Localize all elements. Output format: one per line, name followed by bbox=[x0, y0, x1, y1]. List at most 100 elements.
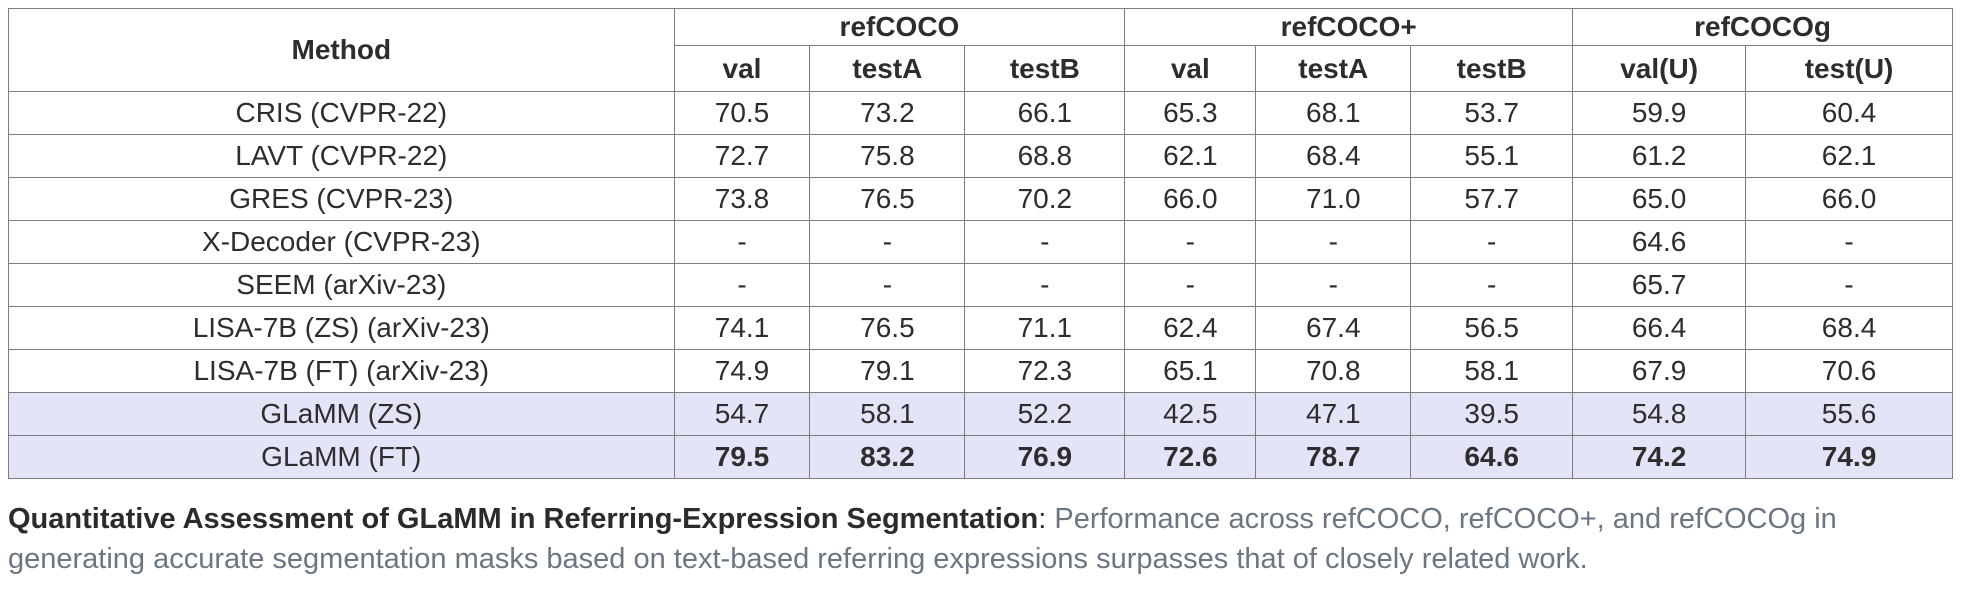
value-cell: 72.7 bbox=[673, 134, 811, 178]
caption-body: Performance across refCOCO, refCOCO+, an… bbox=[8, 503, 1837, 576]
value-cell: - bbox=[1410, 263, 1574, 307]
table-row: GLaMM (ZS) 54.7 58.1 52.2 42.5 47.1 39.5 54.8 55… bbox=[8, 392, 1953, 436]
value-cell: - bbox=[673, 220, 811, 264]
method-cell: GRES (CVPR-23) bbox=[8, 177, 675, 221]
value-cell: 66.0 bbox=[1124, 177, 1257, 221]
value-cell: 61.2 bbox=[1572, 134, 1747, 178]
table-row: GLaMM (FT) 79.5 83.2 76.9 72.6 78.7 64.6 74.2 74… bbox=[8, 435, 1953, 479]
method-cell: LISA-7B (FT) (arXiv-23) bbox=[8, 349, 675, 393]
value-cell: 79.5 bbox=[673, 435, 811, 479]
value-cell: 53.7 bbox=[1410, 91, 1574, 135]
table-row: X-Decoder (CVPR-23) - - - - - -64.6- bbox=[8, 220, 1953, 264]
column-header-method: Method bbox=[8, 8, 675, 92]
value-cell: 72.3 bbox=[964, 349, 1126, 393]
value-cell: 64.6 bbox=[1572, 220, 1747, 264]
value-cell: 65.7 bbox=[1572, 263, 1747, 307]
value-cell: 66.4 bbox=[1572, 306, 1747, 350]
value-cell: 74.2 bbox=[1572, 435, 1747, 479]
table-caption: Quantitative Assessment of GLaMM in Refe… bbox=[8, 499, 1953, 579]
value-cell: 65.3 bbox=[1124, 91, 1257, 135]
column-group-refcoco: refCOCO bbox=[673, 8, 1126, 46]
value-cell: 65.0 bbox=[1572, 177, 1747, 221]
value-cell: 74.1 bbox=[673, 306, 811, 350]
value-cell: 39.5 bbox=[1410, 392, 1574, 436]
value-cell: - bbox=[1124, 220, 1257, 264]
value-cell: 59.9 bbox=[1572, 91, 1747, 135]
value-cell: 70.2 bbox=[964, 177, 1126, 221]
method-cell: GLaMM (ZS) bbox=[8, 392, 675, 436]
table-header: Method refCOCO refCOCO+ refCOCOg val tes… bbox=[8, 8, 1953, 92]
value-cell: 74.9 bbox=[673, 349, 811, 393]
value-cell: 66.1 bbox=[964, 91, 1126, 135]
value-cell: 67.4 bbox=[1255, 306, 1412, 350]
value-cell: 70.6 bbox=[1745, 349, 1953, 393]
value-cell: 76.5 bbox=[809, 177, 966, 221]
value-cell: 67.9 bbox=[1572, 349, 1747, 393]
column-header-refcoco-testb: testB bbox=[964, 45, 1126, 92]
value-cell: 58.1 bbox=[809, 392, 966, 436]
caption-title: Quantitative Assessment of GLaMM in Refe… bbox=[8, 503, 1039, 535]
value-cell: 62.4 bbox=[1124, 306, 1257, 350]
value-cell: - bbox=[809, 263, 966, 307]
value-cell: 47.1 bbox=[1255, 392, 1412, 436]
value-cell: 78.7 bbox=[1255, 435, 1412, 479]
column-header-refcoco-plus-testa: testA bbox=[1255, 45, 1412, 92]
value-cell: 70.5 bbox=[673, 91, 811, 135]
column-group-refcocog: refCOCOg bbox=[1572, 8, 1953, 46]
value-cell: 73.2 bbox=[809, 91, 966, 135]
table-row: LISA-7B (FT) (arXiv-23) 74.9 79.1 72.3 65.1 7… bbox=[8, 349, 1953, 393]
value-cell: 52.2 bbox=[964, 392, 1126, 436]
value-cell: 71.0 bbox=[1255, 177, 1412, 221]
value-cell: 55.1 bbox=[1410, 134, 1574, 178]
results-table: Method refCOCO refCOCO+ refCOCOg val tes… bbox=[8, 8, 1953, 479]
value-cell: - bbox=[673, 263, 811, 307]
column-header-refcoco-plus-testb: testB bbox=[1410, 45, 1574, 92]
column-header-refcoco-testa: testA bbox=[809, 45, 966, 92]
value-cell: 62.1 bbox=[1124, 134, 1257, 178]
value-cell: - bbox=[809, 220, 966, 264]
value-cell: 60.4 bbox=[1745, 91, 1953, 135]
value-cell: 70.8 bbox=[1255, 349, 1412, 393]
value-cell: 68.1 bbox=[1255, 91, 1412, 135]
value-cell: 68.4 bbox=[1255, 134, 1412, 178]
column-header-refcoco-val: val bbox=[673, 45, 811, 92]
value-cell: 75.8 bbox=[809, 134, 966, 178]
value-cell: 74.9 bbox=[1745, 435, 1953, 479]
table-row: SEEM (arXiv-23) - - - - - -65.7- bbox=[8, 263, 1953, 307]
column-header-refcocog-testu: test(U) bbox=[1745, 45, 1953, 92]
header-group-row: Method refCOCO refCOCO+ refCOCOg bbox=[8, 8, 1953, 92]
value-cell: - bbox=[964, 263, 1126, 307]
value-cell: - bbox=[1410, 220, 1574, 264]
value-cell: - bbox=[1124, 263, 1257, 307]
caption-separator: : bbox=[1038, 503, 1047, 535]
value-cell: 57.7 bbox=[1410, 177, 1574, 221]
value-cell: 54.8 bbox=[1572, 392, 1747, 436]
value-cell: - bbox=[1255, 220, 1412, 264]
value-cell: 72.6 bbox=[1124, 435, 1257, 479]
value-cell: 56.5 bbox=[1410, 306, 1574, 350]
value-cell: 55.6 bbox=[1745, 392, 1953, 436]
value-cell: 42.5 bbox=[1124, 392, 1257, 436]
value-cell: 58.1 bbox=[1410, 349, 1574, 393]
value-cell: 66.0 bbox=[1745, 177, 1953, 221]
method-cell: SEEM (arXiv-23) bbox=[8, 263, 675, 307]
method-cell: GLaMM (FT) bbox=[8, 435, 675, 479]
value-cell: 62.1 bbox=[1745, 134, 1953, 178]
table-row: GRES (CVPR-23) 73.8 76.5 70.2 66.0 71.0 57.7 65… bbox=[8, 177, 1953, 221]
table-row: LISA-7B (ZS) (arXiv-23) 74.1 76.5 71.1 62.4 6… bbox=[8, 306, 1953, 350]
value-cell: - bbox=[1255, 263, 1412, 307]
value-cell: 83.2 bbox=[809, 435, 966, 479]
value-cell: 68.4 bbox=[1745, 306, 1953, 350]
page: Method refCOCO refCOCO+ refCOCOg val tes… bbox=[8, 8, 1953, 579]
value-cell: 76.5 bbox=[809, 306, 966, 350]
value-cell: 76.9 bbox=[964, 435, 1126, 479]
value-cell: 64.6 bbox=[1410, 435, 1574, 479]
value-cell: - bbox=[1745, 263, 1953, 307]
method-cell: LISA-7B (ZS) (arXiv-23) bbox=[8, 306, 675, 350]
value-cell: 68.8 bbox=[964, 134, 1126, 178]
value-cell: 73.8 bbox=[673, 177, 811, 221]
value-cell: 54.7 bbox=[673, 392, 811, 436]
value-cell: - bbox=[964, 220, 1126, 264]
value-cell: 71.1 bbox=[964, 306, 1126, 350]
table-body: CRIS (CVPR-22) 70.5 73.2 66.1 65.3 68.1 53.7 59… bbox=[8, 91, 1953, 479]
